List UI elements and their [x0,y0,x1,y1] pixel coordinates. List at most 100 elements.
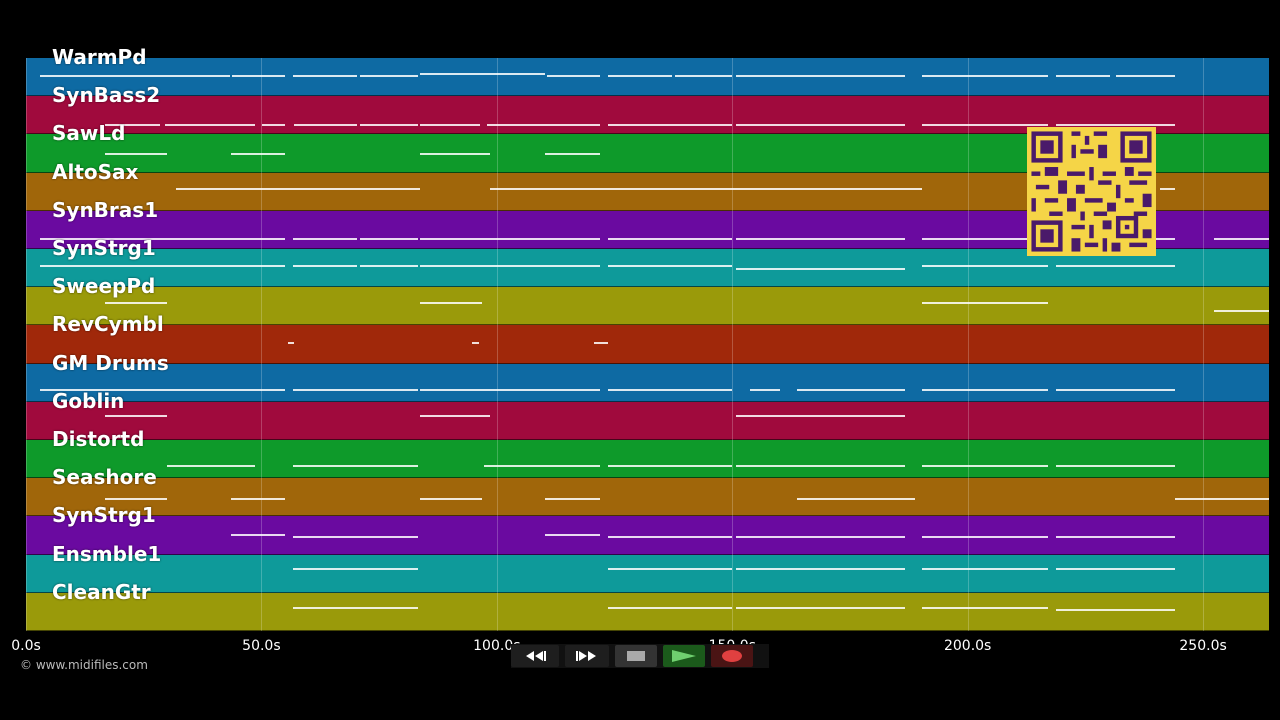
note-segment [293,465,418,467]
note-segment [105,124,160,126]
grid-line [496,58,498,631]
note-segment [232,75,285,77]
note-segment [922,536,1048,538]
transport-controls [511,644,769,668]
note-segment [1056,609,1175,611]
play-button[interactable] [663,645,705,667]
track-label: SawLd [52,121,126,146]
time-tick-label: 0.0s [11,638,41,654]
note-segment [736,607,905,609]
qr-code-icon [1027,127,1156,256]
note-segment [922,75,1048,77]
track-lane [26,363,1269,402]
note-segment [1175,498,1269,500]
note-segment [1056,124,1175,126]
track-lane [26,325,1269,364]
track-label: SweepPd [52,274,156,299]
note-segment [922,607,1048,609]
note-segment [750,389,780,391]
note-segment [360,124,418,126]
note-segment [545,498,600,500]
time-tick-label: 200.0s [943,638,992,654]
note-segment [420,73,545,75]
grid-line [732,58,734,631]
note-segment [165,124,255,126]
note-segment [176,188,420,190]
note-segment [608,238,732,240]
track-label: CleanGtr [52,579,151,604]
stop-button[interactable] [615,645,657,667]
note-segment [1214,310,1269,312]
note-segment [922,238,1048,240]
track-label: Ensmble1 [52,541,162,566]
note-segment [594,342,608,344]
fast-forward-button[interactable] [565,645,609,667]
note-segment [231,534,285,536]
note-segment [922,465,1048,467]
track-lane [26,554,1269,593]
note-segment [736,75,905,77]
note-segment [545,153,600,155]
note-segment [472,342,479,344]
grid-line [1203,58,1205,631]
note-segment [1056,536,1175,538]
note-segment [262,124,285,126]
track-label: SynBass2 [52,83,161,108]
note-segment [797,498,915,500]
note-segment [231,498,285,500]
note-segment [736,465,905,467]
note-segment [922,568,1048,570]
track-lane [26,478,1269,517]
note-segment [608,265,732,267]
stop-icon [627,651,645,661]
time-tick-label: 100.0s [473,638,521,654]
note-segment [922,124,1048,126]
note-segment [40,75,230,77]
note-segment [293,389,418,391]
copyright-text: © www.midifiles.com [20,658,148,672]
note-segment [293,607,418,609]
track-label: RevCymbl [52,312,164,337]
track-label: Goblin [52,388,125,413]
note-segment [360,75,418,77]
note-segment [40,265,285,267]
rewind-icon [526,651,546,661]
note-segment [484,465,600,467]
note-segment [922,302,1048,304]
note-segment [608,568,732,570]
note-segment [736,268,905,270]
note-segment [293,568,418,570]
note-segment [105,302,167,304]
note-segment [360,238,418,240]
track-label: Distortd [52,427,145,451]
track-label: SynBras1 [52,197,159,222]
note-segment [420,124,480,126]
track-lane [26,287,1269,326]
note-segment [608,75,672,77]
record-button[interactable] [711,645,753,667]
note-segment [736,415,905,417]
note-segment [547,75,600,77]
note-segment [288,342,294,344]
note-segment [675,75,732,77]
track-label: AltoSax [52,159,139,184]
note-segment [105,153,167,155]
note-segment [420,415,490,417]
note-segment [797,389,905,391]
track-lane [26,401,1269,440]
note-segment [545,534,600,536]
track-label: WarmPd [52,45,147,69]
note-segment [736,238,905,240]
track-label: SynStrg1 [52,236,156,260]
note-segment [293,536,418,538]
note-segment [293,265,357,267]
note-segment [608,465,732,467]
note-segment [1056,265,1175,267]
note-segment [487,124,600,126]
grid-line [967,58,969,631]
note-segment [922,389,1048,391]
note-segment [40,389,285,391]
rewind-button[interactable] [511,645,559,667]
note-segment [608,124,732,126]
